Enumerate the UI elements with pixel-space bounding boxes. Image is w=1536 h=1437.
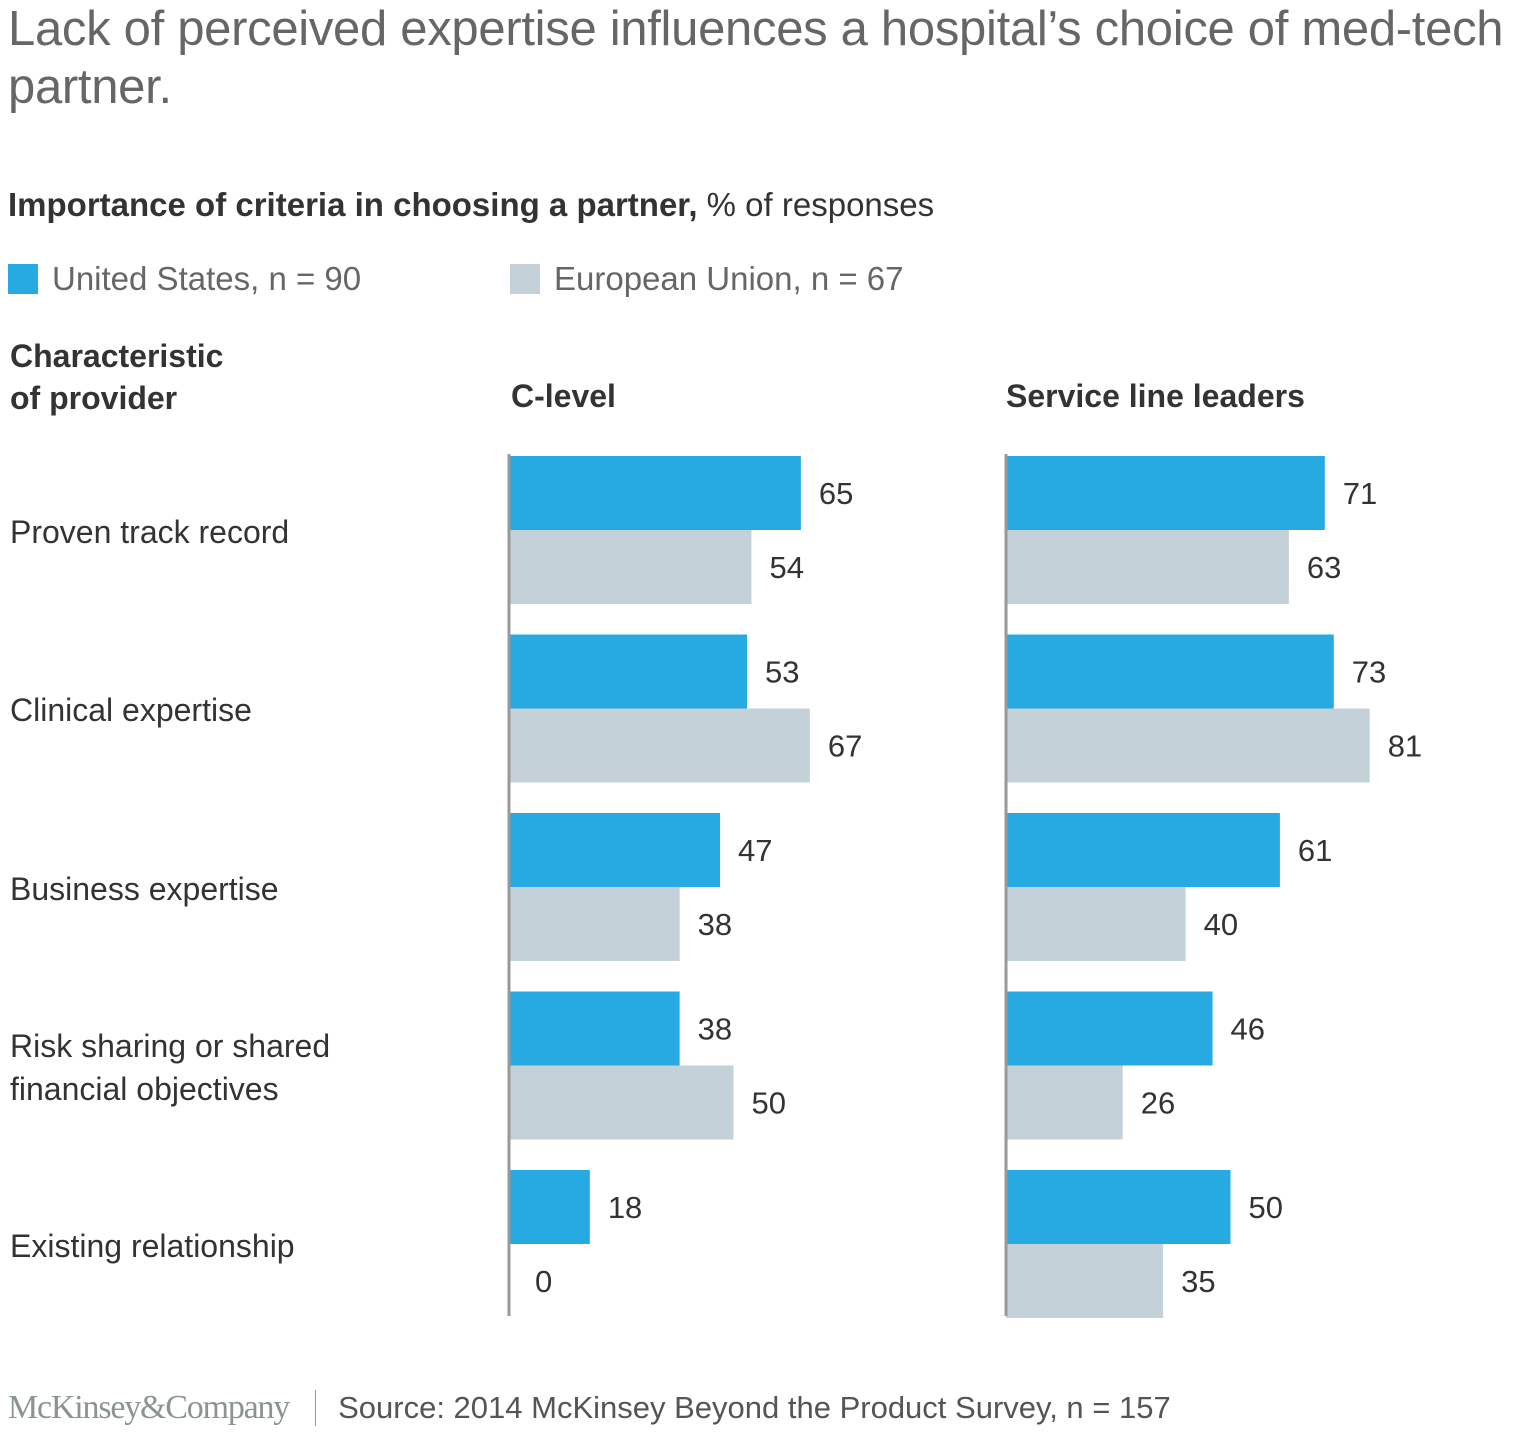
row-header-line-1: Characteristic: [10, 338, 224, 374]
bar-c-level-eu-3: [509, 1065, 734, 1140]
value-label-c-level-eu-1: 67: [828, 729, 862, 764]
bar-service-line-leaders-eu-0: [1006, 530, 1289, 604]
category-label-line: Proven track record: [10, 513, 290, 550]
category-label: Risk sharing or shared financial objectiv…: [10, 1025, 330, 1111]
bar-service-line-leaders-us-1: [1006, 634, 1334, 709]
value-label-service-line-leaders-us-4: 50: [1249, 1190, 1283, 1225]
value-label-c-level-eu-2: 38: [698, 907, 732, 942]
bar-service-line-leaders-eu-1: [1006, 708, 1370, 783]
source-note: Source: 2014 McKinsey Beyond the Product…: [338, 1390, 1171, 1425]
value-label-c-level-us-3: 38: [698, 1012, 732, 1047]
bar-c-level-eu-1: [509, 708, 810, 783]
chart-subtitle: Importance of criteria in choosing a par…: [8, 186, 934, 224]
legend-item-us: United States, n = 90: [8, 260, 361, 298]
category-label: Clinical expertise: [10, 689, 252, 732]
value-label-c-level-us-4: 18: [608, 1190, 642, 1225]
value-label-service-line-leaders-eu-4: 35: [1181, 1264, 1215, 1299]
category-label-line: Clinical expertise: [10, 692, 252, 728]
row-header-line-2: of provider: [10, 380, 178, 416]
footer: McKinsey&Company Source: 2014 McKinsey B…: [8, 1386, 1171, 1430]
legend-swatch-us: [8, 264, 38, 294]
legend-label-eu: European Union, n = 67: [554, 260, 904, 297]
value-label-service-line-leaders-us-0: 71: [1343, 476, 1377, 511]
legend-label-us: United States, n = 90: [52, 260, 362, 297]
value-label-service-line-leaders-eu-0: 63: [1307, 550, 1341, 585]
category-label-line: financial objectives: [10, 1070, 279, 1107]
bar-c-level-us-4: [509, 1170, 590, 1244]
category-label: Proven track record: [10, 511, 289, 554]
chart-title: Lack of perceived expertise influences a…: [8, 2, 1504, 114]
bar-c-level-us-1: [509, 634, 747, 709]
bar-service-line-leaders-us-0: [1006, 456, 1325, 530]
value-label-service-line-leaders-us-2: 61: [1298, 833, 1332, 868]
bar-c-level-eu-2: [509, 887, 680, 961]
bar-c-level-us-3: [509, 991, 680, 1066]
bar-c-level-us-2: [509, 813, 721, 887]
category-label: Business expertise: [10, 868, 279, 911]
legend-swatch-eu: [510, 264, 540, 294]
value-label-c-level-eu-3: 50: [752, 1086, 786, 1121]
bar-c-level-us-0: [509, 456, 801, 530]
footer-divider: [315, 1390, 317, 1426]
bar-service-line-leaders-us-3: [1006, 991, 1213, 1066]
panel-title-service-line-leaders: Service line leaders: [1006, 378, 1305, 414]
legend-item-eu: European Union, n = 67: [510, 260, 904, 298]
category-label: Existing relationship: [10, 1225, 295, 1268]
value-label-service-line-leaders-us-1: 73: [1352, 655, 1386, 690]
value-label-c-level-us-2: 47: [738, 833, 772, 868]
category-label-line: Business expertise: [10, 870, 279, 907]
value-label-service-line-leaders-eu-3: 26: [1141, 1086, 1175, 1121]
panel-title-c-level: C-level: [511, 378, 616, 414]
category-label-line: Risk sharing or shared: [10, 1027, 331, 1064]
row-header: Characteristic of provider: [10, 335, 223, 419]
bar-service-line-leaders-eu-3: [1006, 1065, 1123, 1140]
category-label-line: Existing relationship: [10, 1227, 295, 1264]
mckinsey-logo: McKinsey&Company: [8, 1389, 290, 1426]
bar-service-line-leaders-us-2: [1006, 813, 1280, 887]
value-label-c-level-us-1: 53: [765, 655, 799, 690]
subtitle-unit: % of responses: [697, 186, 935, 223]
value-label-c-level-eu-0: 54: [769, 550, 803, 585]
bar-c-level-eu-0: [509, 530, 752, 604]
value-label-c-level-eu-4: 0: [535, 1264, 552, 1299]
value-label-service-line-leaders-us-3: 46: [1231, 1012, 1265, 1047]
bar-service-line-leaders-eu-2: [1006, 887, 1186, 961]
subtitle-bold: Importance of criteria in choosing a par…: [8, 186, 698, 223]
value-label-service-line-leaders-eu-2: 40: [1204, 907, 1238, 942]
value-label-c-level-us-0: 65: [819, 476, 853, 511]
bar-service-line-leaders-eu-4: [1006, 1244, 1164, 1318]
value-label-service-line-leaders-eu-1: 81: [1388, 729, 1422, 764]
legend: United States, n = 90 European Union, n …: [8, 260, 1208, 300]
bar-service-line-leaders-us-4: [1006, 1170, 1231, 1244]
